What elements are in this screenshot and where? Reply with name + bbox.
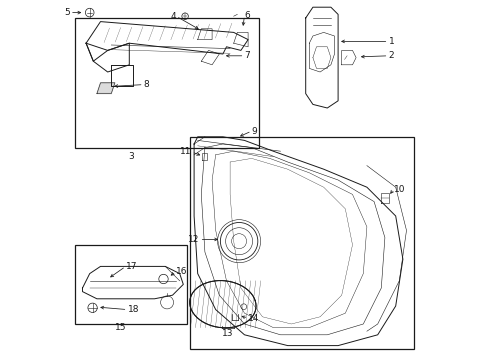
Text: 12: 12 [188, 235, 199, 244]
Text: 10: 10 [393, 184, 405, 194]
Text: 16: 16 [176, 267, 187, 276]
Text: 11: 11 [180, 148, 191, 156]
Text: 6: 6 [244, 11, 250, 20]
Bar [75, 18, 258, 148]
Bar [75, 245, 186, 324]
Text: 13: 13 [222, 329, 233, 338]
Text: 8: 8 [143, 80, 149, 89]
Text: 4: 4 [170, 12, 176, 21]
Polygon shape [97, 83, 115, 94]
Bar [190, 137, 413, 349]
Text: 7: 7 [244, 51, 250, 60]
Text: 14: 14 [247, 314, 259, 323]
Text: 5: 5 [64, 8, 70, 17]
Text: 18: 18 [127, 305, 139, 314]
Text: 15: 15 [114, 323, 126, 332]
Text: 9: 9 [251, 126, 257, 135]
Text: 17: 17 [125, 262, 137, 271]
Text: 2: 2 [387, 51, 393, 60]
Text: 3: 3 [128, 152, 134, 161]
Text: 1: 1 [387, 37, 393, 46]
